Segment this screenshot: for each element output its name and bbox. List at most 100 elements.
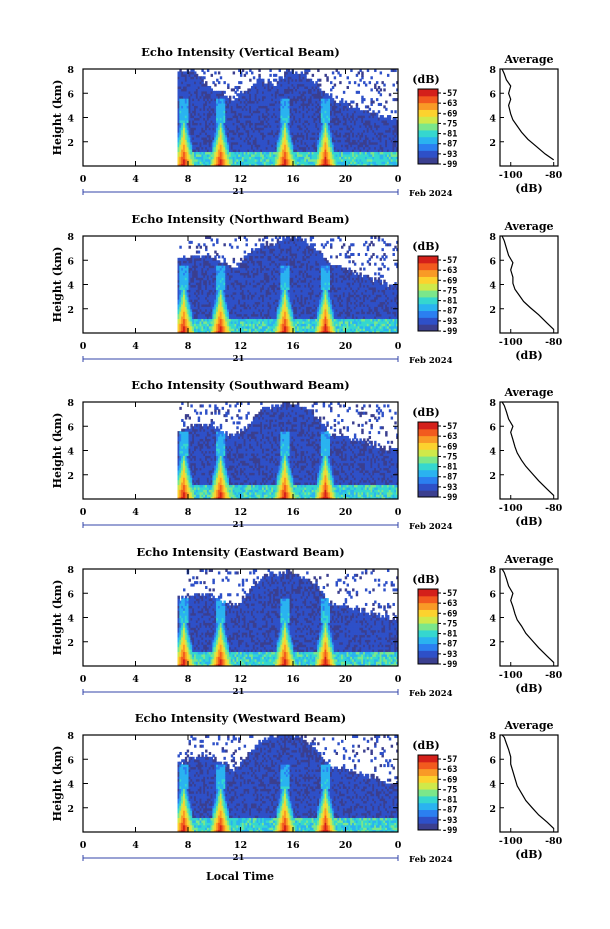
heatmap-cell — [177, 78, 180, 82]
heatmap-cell — [352, 146, 355, 150]
heatmap-cell — [183, 313, 186, 317]
heatmap-cell — [280, 153, 283, 157]
heatmap-cell — [396, 144, 398, 148]
heatmap-cell — [201, 132, 204, 136]
heatmap-cell — [230, 299, 234, 303]
heatmap-cell — [306, 112, 309, 116]
heatmap-cell — [276, 153, 280, 157]
heatmap-cell — [225, 294, 228, 298]
heatmap-cell — [328, 139, 331, 143]
heatmap-cell — [188, 291, 191, 295]
heatmap-cell — [344, 136, 348, 140]
heatmap-cell — [260, 98, 263, 102]
heatmap-cell — [195, 320, 199, 324]
heatmap-cell — [252, 158, 256, 162]
heatmap-cell — [239, 107, 243, 111]
heatmap-cell — [342, 151, 346, 155]
heatmap-cell — [236, 306, 239, 310]
heatmap-cell — [335, 161, 338, 165]
heatmap-cell — [282, 112, 285, 116]
y-tick-label: 8 — [67, 65, 74, 76]
heatmap-cell — [212, 330, 215, 333]
heatmap-cell — [179, 88, 182, 92]
heatmap-cell — [225, 289, 228, 293]
heatmap-cell — [190, 76, 193, 80]
heatmap-cell — [341, 132, 344, 136]
heatmap-cell — [219, 122, 223, 126]
heatmap-cell — [276, 112, 280, 116]
heatmap-cell — [328, 149, 331, 153]
heatmap-cell — [212, 151, 215, 155]
heatmap-cell — [247, 161, 250, 165]
heatmap-cell — [258, 119, 261, 123]
heatmap-cell — [179, 158, 182, 162]
heatmap-cell — [335, 151, 338, 155]
heatmap-cell — [337, 132, 340, 136]
heatmap-cell — [337, 144, 340, 148]
heatmap-cell — [183, 267, 186, 271]
heatmap-cell — [190, 90, 193, 94]
heatmap-cell — [210, 93, 214, 97]
heatmap-cell — [282, 100, 285, 104]
heatmap-cell — [280, 144, 283, 148]
heatmap-cell — [300, 134, 304, 138]
heatmap-cell — [194, 122, 197, 126]
heatmap-cell — [241, 158, 245, 162]
heatmap-cell — [318, 122, 322, 126]
heatmap-cell — [228, 136, 232, 140]
heatmap-cell — [348, 102, 351, 106]
heatmap-cell — [186, 320, 190, 324]
heatmap-cell — [260, 107, 263, 111]
heatmap-cell — [210, 124, 214, 128]
heatmap-cell — [195, 330, 199, 333]
heatmap-cell — [197, 151, 201, 155]
heatmap-cell — [228, 117, 232, 121]
heatmap-cell — [291, 115, 294, 119]
heatmap-cell — [205, 308, 208, 312]
heatmap-cell — [179, 163, 182, 166]
heatmap-cell — [374, 122, 377, 126]
heatmap-cell — [234, 149, 237, 153]
heatmap-cell — [197, 90, 201, 94]
heatmap-cell — [208, 105, 212, 109]
heatmap-cell — [245, 71, 248, 75]
heatmap-cell — [186, 93, 190, 97]
heatmap-cell — [217, 107, 221, 111]
heatmap-cell — [258, 78, 261, 82]
heatmap-cell — [219, 127, 223, 131]
heatmap-cell — [223, 272, 226, 276]
x-tick-label: 8 — [185, 174, 192, 185]
heatmap-cell — [330, 134, 333, 138]
heatmap-cell — [197, 328, 201, 332]
heatmap-cell — [179, 95, 182, 99]
heatmap-cell — [238, 330, 241, 333]
heatmap-cell — [396, 81, 398, 85]
heatmap-cell — [234, 316, 237, 320]
heatmap-cell — [374, 146, 377, 150]
heatmap-cell — [217, 100, 221, 104]
heatmap-cell — [199, 272, 202, 276]
heatmap-cell — [302, 161, 305, 165]
heatmap-cell — [306, 83, 309, 87]
heatmap-cell — [241, 112, 245, 116]
heatmap-cell — [199, 282, 202, 286]
heatmap-cell — [230, 279, 234, 283]
heatmap-cell — [177, 132, 180, 136]
heatmap-cell — [205, 132, 208, 136]
heatmap-cell — [256, 102, 259, 106]
heatmap-cell — [388, 132, 392, 136]
heatmap-cell — [192, 313, 195, 317]
heatmap-cell — [216, 146, 219, 150]
heatmap-cell — [304, 98, 307, 102]
heatmap-cell — [186, 308, 190, 312]
heatmap-cell — [385, 153, 388, 157]
heatmap-cell — [192, 255, 195, 259]
heatmap-cell — [307, 127, 311, 131]
heatmap-cell — [201, 151, 204, 155]
heatmap-cell — [320, 161, 324, 165]
heatmap-cell — [352, 100, 355, 104]
heatmap-cell — [330, 151, 333, 155]
heatmap-cell — [370, 134, 373, 138]
heatmap-cell — [221, 100, 225, 104]
heatmap-cell — [317, 149, 320, 153]
